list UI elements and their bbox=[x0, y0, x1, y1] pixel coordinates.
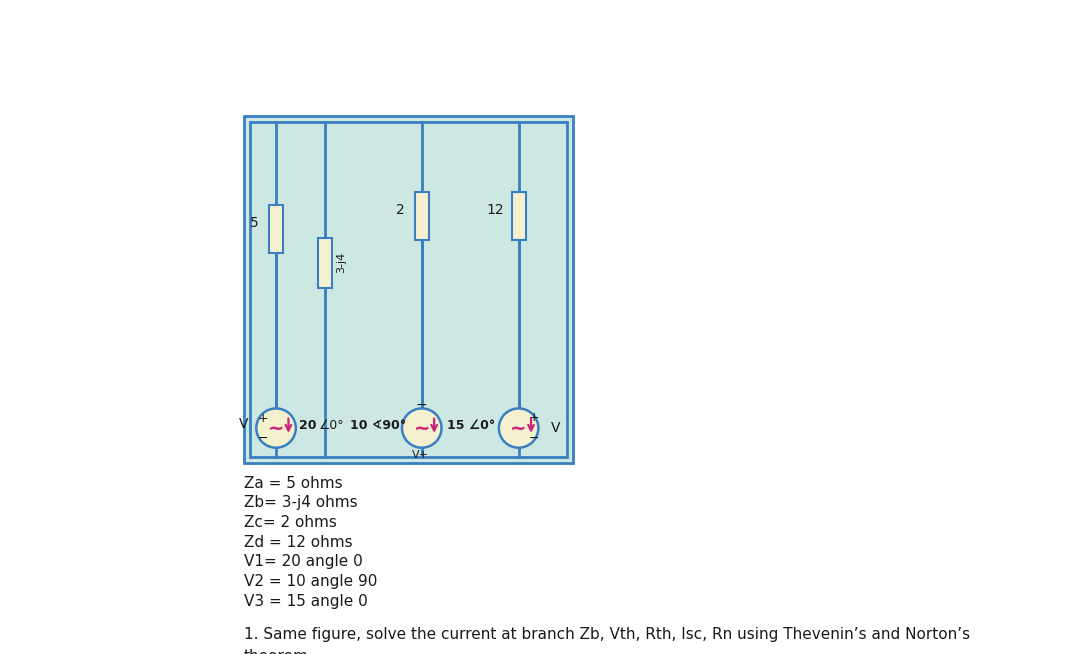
Text: 3-j4: 3-j4 bbox=[336, 252, 346, 273]
Circle shape bbox=[402, 409, 442, 448]
Text: ~: ~ bbox=[414, 419, 430, 438]
Text: 12: 12 bbox=[487, 203, 504, 216]
Text: 2: 2 bbox=[395, 203, 404, 216]
Text: Zc= 2 ohms: Zc= 2 ohms bbox=[243, 515, 336, 530]
Text: V3 = 15 angle 0: V3 = 15 angle 0 bbox=[243, 594, 367, 609]
Text: V2 = 10 angle 90: V2 = 10 angle 90 bbox=[243, 574, 377, 589]
Text: Za = 5 ohms: Za = 5 ohms bbox=[243, 476, 342, 490]
Circle shape bbox=[256, 409, 296, 448]
Circle shape bbox=[499, 409, 539, 448]
Text: 20: 20 bbox=[299, 419, 316, 432]
Text: −: − bbox=[258, 432, 268, 445]
Text: V: V bbox=[239, 417, 248, 431]
Text: ∠0°: ∠0° bbox=[319, 419, 345, 432]
Text: Zd = 12 ohms: Zd = 12 ohms bbox=[243, 535, 352, 550]
Text: ~: ~ bbox=[268, 419, 284, 438]
Bar bbox=[512, 192, 526, 240]
Text: V+: V+ bbox=[411, 450, 429, 460]
Text: −: − bbox=[529, 432, 539, 445]
Text: ~: ~ bbox=[511, 419, 527, 438]
Text: +: + bbox=[529, 411, 539, 424]
Bar bbox=[243, 116, 572, 463]
Bar bbox=[415, 192, 429, 240]
Text: 15 ∠0°: 15 ∠0° bbox=[447, 419, 496, 432]
Text: 5: 5 bbox=[249, 216, 259, 230]
Text: 1. Same figure, solve the current at branch Zb, Vth, Rth, Isc, Rn using Thevenin: 1. Same figure, solve the current at bra… bbox=[243, 627, 970, 654]
Text: +: + bbox=[257, 411, 268, 424]
Text: Zb= 3-j4 ohms: Zb= 3-j4 ohms bbox=[243, 496, 357, 510]
Text: −: − bbox=[416, 398, 428, 412]
Text: 10 ∢90°: 10 ∢90° bbox=[350, 419, 406, 432]
Bar bbox=[269, 205, 283, 253]
Text: V1= 20 angle 0: V1= 20 angle 0 bbox=[243, 555, 362, 570]
Text: V: V bbox=[551, 421, 561, 435]
Bar bbox=[318, 237, 332, 288]
